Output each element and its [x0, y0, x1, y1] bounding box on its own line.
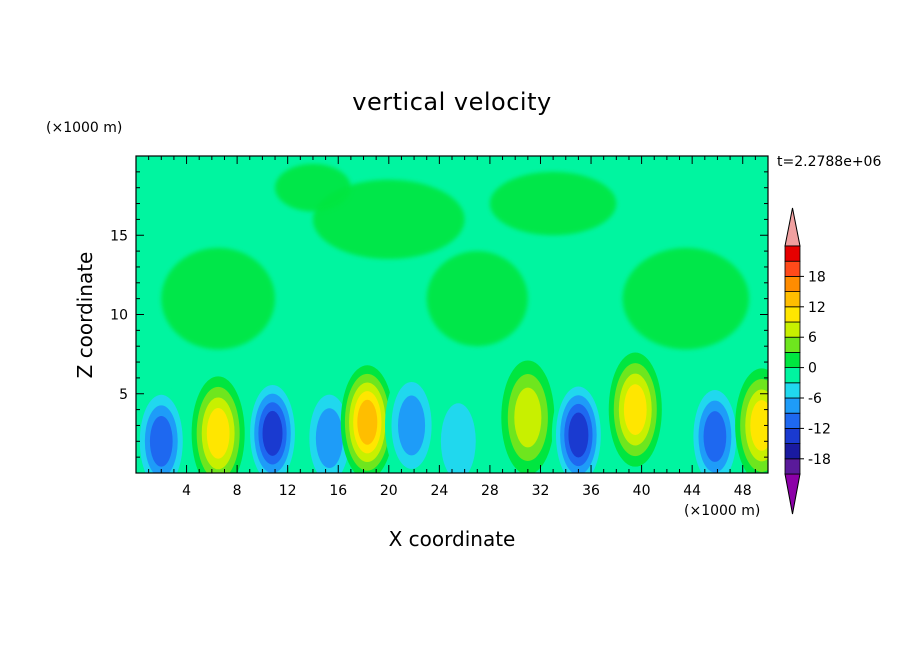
cell-contour [568, 412, 589, 458]
y-axis-unit: (×1000 m) [46, 120, 123, 136]
x-tick-label: 32 [532, 483, 550, 499]
colorbar-band [784, 245, 801, 262]
colorbar-label: 6 [808, 330, 817, 346]
colorbar-band [784, 306, 801, 323]
cell [136, 384, 188, 473]
cell-contour [398, 395, 426, 456]
colorbar-label: -6 [808, 391, 822, 407]
colorbar-band [784, 321, 801, 338]
x-tick-label: 16 [329, 483, 347, 499]
cell [385, 368, 439, 473]
x-tick-label: 36 [582, 483, 600, 499]
colorbar-band [784, 397, 801, 414]
cell [501, 360, 555, 473]
cell-contour [357, 399, 378, 445]
y-axis: 5 10 15 [110, 171, 768, 458]
upper-plume [275, 163, 351, 212]
colorbar-band [784, 412, 801, 429]
cell [340, 365, 394, 473]
y-tick-label: 5 [119, 387, 128, 403]
x-tick-label: 20 [380, 483, 398, 499]
cell [688, 379, 742, 473]
x-axis: 4 8 12 16 20 24 28 32 36 40 44 48 [148, 156, 756, 499]
y-tick-label: 15 [110, 228, 128, 244]
colorbar: 18 12 6 0 -6 -12 -18 [784, 207, 831, 515]
x-tick-label: 12 [279, 483, 297, 499]
colorbar-label: 18 [808, 269, 826, 285]
x-axis-unit: (×1000 m) [684, 503, 761, 519]
field-features [136, 352, 768, 473]
cell [608, 352, 662, 467]
cell-contour [315, 408, 343, 469]
colorbar-band [784, 427, 801, 444]
colorbar-band [784, 275, 801, 292]
cell-contour [440, 403, 476, 473]
x-axis-label: X coordinate [388, 527, 516, 551]
colorbar-label: 0 [808, 361, 817, 377]
cell-contour [206, 408, 230, 459]
cell-contour [703, 411, 727, 462]
x-tick-label: 4 [182, 483, 191, 499]
chart-title: vertical velocity [352, 88, 552, 116]
x-tick-label: 48 [734, 483, 752, 499]
colorbar-band [784, 351, 801, 368]
y-tick-label: 10 [110, 308, 128, 324]
cell [551, 377, 605, 473]
cell-contour [262, 410, 283, 456]
colorbar-band [784, 291, 801, 308]
cell-contour [514, 387, 542, 448]
upper-plume [312, 179, 465, 260]
cell [735, 368, 768, 473]
colorbar-arrow-bottom [784, 473, 801, 515]
upper-plume [426, 251, 528, 347]
colorbar-label: 12 [808, 300, 826, 316]
colorbar-arrow-top [784, 207, 801, 247]
colorbar-label: -12 [808, 421, 831, 437]
colorbar-band [784, 382, 801, 399]
cell-contour [623, 384, 647, 435]
colorbar-band [784, 443, 801, 460]
cell [431, 384, 485, 473]
upper-plume [489, 171, 617, 236]
colorbar-band [784, 260, 801, 277]
x-tick-label: 40 [633, 483, 651, 499]
colorbar-band [784, 336, 801, 353]
cell-contour [750, 400, 768, 451]
colorbar-band [784, 367, 801, 384]
cell-contour [149, 415, 173, 467]
x-tick-label: 8 [233, 483, 242, 499]
colorbar-band [784, 458, 801, 475]
cell [245, 376, 300, 473]
x-tick-label: 24 [430, 483, 448, 499]
x-tick-label: 28 [481, 483, 499, 499]
upper-plume [622, 247, 750, 350]
upper-plume [161, 247, 276, 350]
cell [191, 376, 245, 473]
time-label: t=2.2788e+06 [777, 154, 882, 170]
x-tick-label: 44 [683, 483, 701, 499]
colorbar-label: -18 [808, 452, 831, 468]
